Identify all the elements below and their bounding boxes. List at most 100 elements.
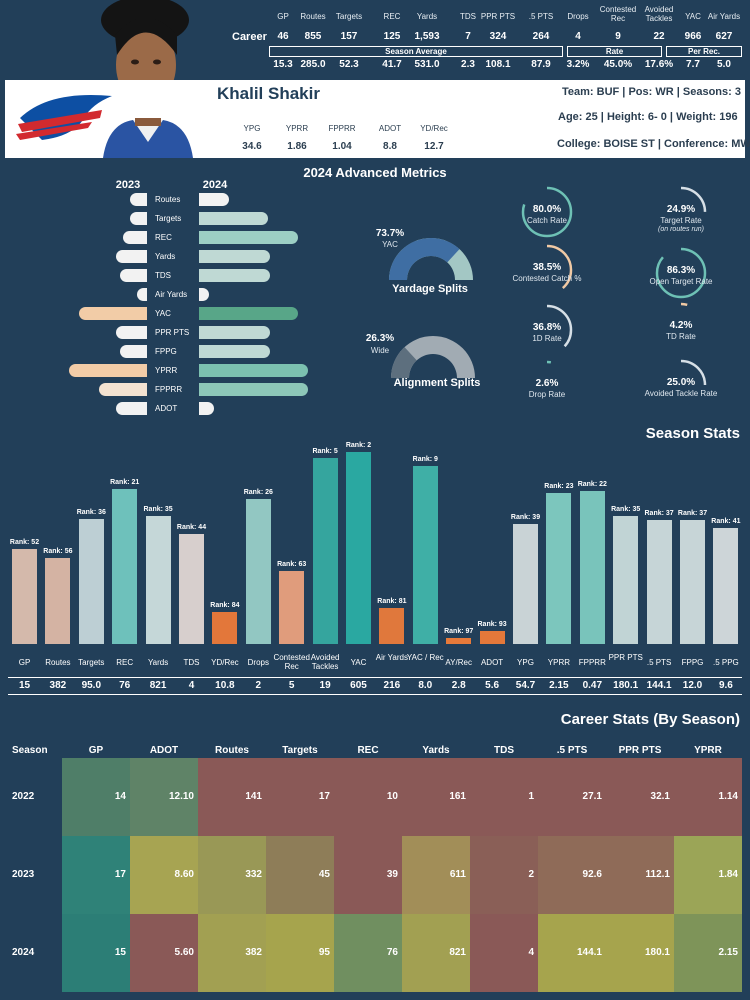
season-rank-17: Rank: 22 <box>577 481 607 488</box>
career-value-6: 324 <box>489 31 507 42</box>
season-bar-2 <box>78 519 104 644</box>
career-average-5: 2.3 <box>461 59 475 70</box>
cs-cell-2-0: 15 <box>114 947 126 958</box>
season-bar-16 <box>546 493 572 644</box>
adv-bar-2023-6 <box>79 307 147 320</box>
rate-gauge-4 <box>521 304 573 356</box>
adv-metric-label-9: YPRR <box>155 366 178 375</box>
profile-stat-value-1: 1.86 <box>287 141 307 152</box>
season-value-10: 605 <box>350 680 367 691</box>
season-value-4: 821 <box>149 680 167 691</box>
season-label-1: Routes <box>45 658 71 667</box>
cs-cell-bg-0-8 <box>606 758 674 836</box>
age-line: Age: 25 | Height: 6- 0 | Weight: 196 <box>558 111 738 123</box>
adv-bar-2024-8 <box>199 345 270 358</box>
rate-pct-0: 80.0% <box>532 204 562 215</box>
season-bar-10 <box>346 452 371 644</box>
college-line: College: BOISE ST | Conference: MWC <box>557 138 750 150</box>
season-value-13: 2.8 <box>451 680 466 691</box>
cs-cell-bg-1-0 <box>62 836 130 914</box>
cs-cell-1-9: 1.84 <box>718 869 738 880</box>
profile-stat-header-0: YPG <box>243 124 261 133</box>
cs-cell-0-3: 17 <box>318 791 330 802</box>
season-rank-2: Rank: 36 <box>76 509 106 516</box>
career-value-10: 22 <box>653 31 665 42</box>
rate-pct-7: 25.0% <box>666 377 696 388</box>
cs-cell-bg-2-0 <box>62 914 130 992</box>
adv-metric-label-1: Targets <box>155 214 182 223</box>
career-by-season-title: Career Stats (By Season) <box>560 711 740 728</box>
season-rank-6: Rank: 84 <box>210 602 240 609</box>
season-label-8: Contested Rec <box>273 653 310 671</box>
season-bar-6 <box>212 612 238 644</box>
rate-gauge-2 <box>521 244 573 296</box>
cs-cell-bg-1-6 <box>470 836 538 914</box>
yardage-split-title: Yardage Splits <box>392 283 468 295</box>
adv-metric-label-8: FPPG <box>155 347 177 356</box>
season-bar-12 <box>412 466 438 644</box>
cs-cell-1-8: 112.1 <box>645 869 670 880</box>
cs-cell-1-4: 39 <box>386 869 398 880</box>
career-average-10: 17.6% <box>644 59 674 70</box>
cs-cell-2-3: 95 <box>318 947 330 958</box>
adv-metric-label-0: Routes <box>155 195 181 204</box>
season-label-20: FPPG <box>681 658 704 667</box>
rate-label-7: Avoided Tackle Rate <box>644 389 718 398</box>
cs-cell-bg-0-9 <box>674 758 742 836</box>
career-value-12: 627 <box>715 31 733 42</box>
cs-header-5: REC <box>357 745 379 756</box>
cs-cell-bg-0-5 <box>402 758 470 836</box>
year-2024-label: 2024 <box>202 179 228 191</box>
rate-gauge-arc-3 <box>655 247 707 299</box>
season-rank-1: Rank: 56 <box>43 548 73 555</box>
career-value-11: 966 <box>684 31 702 42</box>
adv-metric-label-7: PPR PTS <box>155 328 190 337</box>
season-rank-8: Rank: 63 <box>277 561 307 568</box>
rate-gauge-3 <box>655 247 707 299</box>
rate-label-0: Catch Rate <box>526 216 568 225</box>
cs-header-3: Routes <box>215 745 249 756</box>
rate-label: Rate <box>605 47 624 56</box>
adv-metric-label-4: TDS <box>155 271 171 280</box>
cs-cell-bg-2-4 <box>334 914 402 992</box>
career-average-1: 285.0 <box>300 59 326 70</box>
rate-pct-4: 36.8% <box>532 322 562 333</box>
cs-cell-0-9: 1.14 <box>718 791 738 802</box>
cs-cell-2-7: 144.1 <box>576 947 602 958</box>
rate-gauge-arc-1 <box>655 186 707 238</box>
cs-header-8: .5 PTS <box>556 745 588 756</box>
season-value-11: 216 <box>383 680 401 691</box>
cs-cell-bg-0-1 <box>130 758 198 836</box>
season-value-5: 4 <box>188 680 195 691</box>
career-header-7: .5 PTS <box>528 12 554 21</box>
cs-cell-bg-0-2 <box>198 758 266 836</box>
cs-cell-bg-0-3 <box>266 758 334 836</box>
season-bar-3 <box>112 489 138 644</box>
season-value-17: 0.47 <box>582 680 603 691</box>
career-header-10: Avoided Tackles <box>644 5 674 23</box>
cs-cell-0-2: 141 <box>245 791 262 802</box>
cs-cell-1-5: 611 <box>449 869 466 880</box>
season-rank-18: Rank: 35 <box>611 506 641 513</box>
cs-cell-bg-1-7 <box>538 836 606 914</box>
cs-cell-2-1: 5.60 <box>174 947 194 958</box>
rate-box <box>567 46 662 57</box>
season-label-4: Yards <box>147 658 169 667</box>
season-label-7: Drops <box>247 658 269 667</box>
rate-label-4: 1D Rate <box>532 334 562 343</box>
rate-gauge-5 <box>655 302 707 354</box>
season-bar-0 <box>12 549 37 644</box>
adv-metric-label-2: REC <box>155 233 172 242</box>
season-average-label: Season Average <box>385 47 447 56</box>
adv-bar-2024-3 <box>199 250 270 263</box>
alignment-split-pct: 26.3% <box>365 333 395 344</box>
cs-header-10: YPRR <box>694 745 722 756</box>
adv-metric-label-6: YAC <box>155 309 171 318</box>
career-average-7: 87.9 <box>531 59 551 70</box>
season-bar-1 <box>45 558 71 644</box>
season-label-6: YD/Rec <box>211 658 239 667</box>
career-average-11: 7.7 <box>686 59 700 70</box>
pos-value: Pos: WR <box>628 86 674 98</box>
career-value-2: 157 <box>340 31 358 42</box>
